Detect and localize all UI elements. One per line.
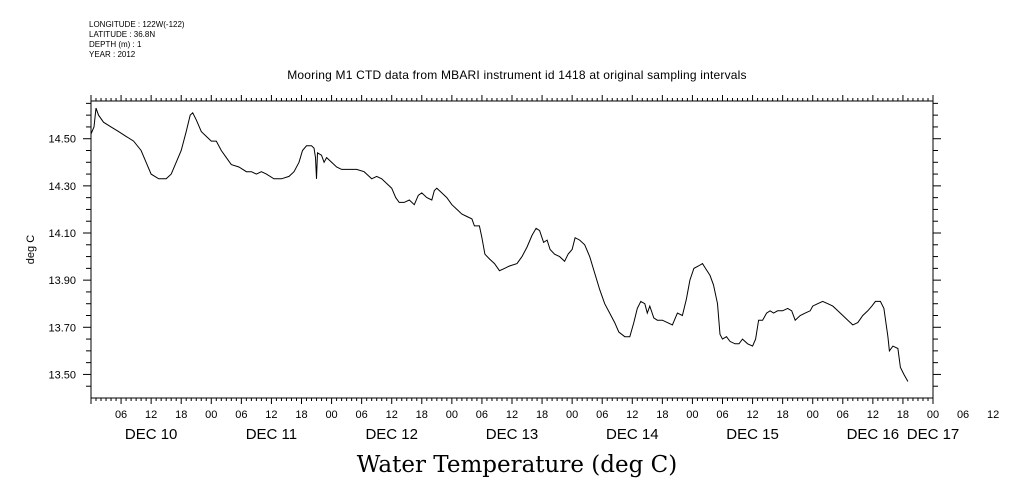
x-tick-label: 12 — [867, 409, 879, 421]
x-tick-label: 12 — [145, 409, 157, 421]
x-tick-label: 00 — [205, 409, 217, 421]
y-axis-title: deg C — [25, 235, 37, 264]
y-tick-label: 14.30 — [48, 181, 76, 193]
x-tick-label: 18 — [777, 409, 789, 421]
x-tick-label: 00 — [325, 409, 337, 421]
x-tick-label: 06 — [356, 409, 368, 421]
x-tick-label: 06 — [596, 409, 608, 421]
x-tick-label: 18 — [536, 409, 548, 421]
x-tick-label: 18 — [897, 409, 909, 421]
x-tick-label: 00 — [686, 409, 698, 421]
x-tick-label: 06 — [716, 409, 728, 421]
x-day-label: DEC 17 — [907, 426, 960, 443]
x-tick-label: 12 — [746, 409, 758, 421]
x-tick-label: 18 — [416, 409, 428, 421]
x-tick-label: 00 — [927, 409, 939, 421]
x-tick-label: 12 — [386, 409, 398, 421]
x-tick-label: 18 — [295, 409, 307, 421]
x-tick-label: 00 — [807, 409, 819, 421]
x-day-label: DEC 16 — [847, 426, 900, 443]
x-tick-label: 12 — [506, 409, 518, 421]
x-tick-label: 06 — [235, 409, 247, 421]
series-line-0 — [90, 107, 909, 382]
x-day-label: DEC 12 — [365, 426, 418, 443]
longitude-label: LONGITUDE : 122W(-122) — [89, 20, 185, 29]
x-day-label: DEC 14 — [606, 426, 659, 443]
latitude-label: LATITUDE : 36.8N — [89, 30, 156, 39]
depth-label: DEPTH (m) : 1 — [89, 40, 142, 49]
x-tick-label: 18 — [175, 409, 187, 421]
chart-title: Mooring M1 CTD data from MBARI instrumen… — [287, 68, 747, 82]
x-axis-title: Water Temperature (deg C) — [356, 452, 678, 478]
y-tick-label: 13.50 — [48, 369, 76, 381]
x-tick-label: 12 — [987, 409, 999, 421]
y-tick-label: 13.90 — [48, 275, 76, 287]
year-label: YEAR : 2012 — [89, 50, 136, 59]
x-tick-label: 12 — [626, 409, 638, 421]
x-tick-label: 00 — [566, 409, 578, 421]
x-tick-label: 00 — [446, 409, 458, 421]
x-tick-label: 06 — [957, 409, 969, 421]
y-tick-label: 14.10 — [48, 228, 76, 240]
x-tick-label: 06 — [115, 409, 127, 421]
x-day-label: DEC 10 — [125, 426, 178, 443]
y-tick-label: 14.50 — [48, 134, 76, 146]
x-tick-label: 12 — [265, 409, 277, 421]
y-tick-label: 13.70 — [48, 322, 76, 334]
plot-frame — [90, 100, 934, 399]
x-tick-label: 06 — [837, 409, 849, 421]
x-tick-label: 18 — [656, 409, 668, 421]
x-day-label: DEC 13 — [486, 426, 539, 443]
x-day-label: DEC 11 — [246, 426, 297, 443]
x-tick-label: 06 — [476, 409, 488, 421]
metadata-block: LONGITUDE : 122W(-122) LATITUDE : 36.8N … — [89, 20, 185, 60]
x-day-label: DEC 15 — [726, 426, 779, 443]
